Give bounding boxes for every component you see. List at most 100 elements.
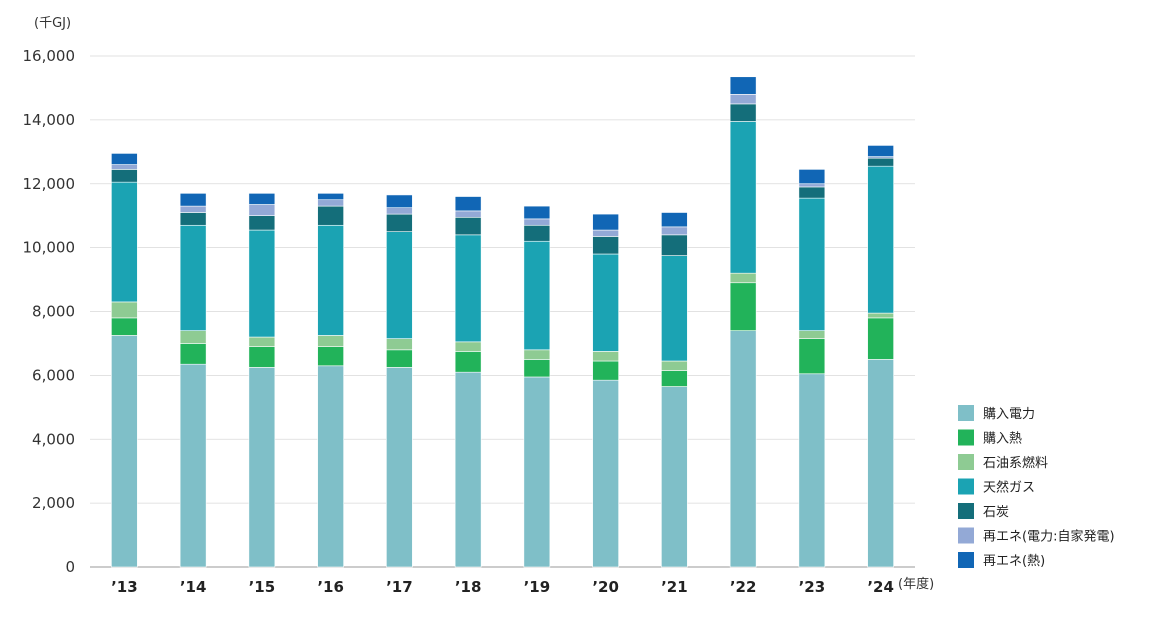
bar-segment: [179, 363, 207, 568]
y-axis-unit-label: (千GJ): [34, 16, 71, 31]
bar-segment: [523, 376, 551, 568]
y-tick-label: 12,000: [23, 175, 76, 193]
bar-segment: [798, 338, 826, 375]
bar-segment: [454, 210, 482, 218]
legend-label: 石油系燃料: [983, 455, 1048, 471]
bar-segment: [729, 76, 757, 95]
y-tick-label: 6,000: [32, 366, 75, 384]
x-tick-label: ’15: [249, 578, 276, 596]
bar-segment: [729, 330, 757, 568]
bar-segment: [317, 193, 344, 201]
legend-item: 再エネ(電力:自家発電): [958, 527, 1115, 545]
bar-segment: [179, 330, 207, 344]
bar-segment: [867, 317, 894, 360]
legend-item: 天然ガス: [958, 478, 1035, 496]
bar-segment: [111, 317, 138, 336]
bar-segment: [798, 197, 826, 331]
bar-stack: [798, 169, 826, 568]
bar-segment: [111, 169, 138, 183]
x-tick-label: ’13: [111, 578, 138, 596]
legend-swatch: [958, 454, 974, 470]
bar-stack: [523, 205, 551, 568]
bar-segment: [386, 213, 413, 232]
legend-swatch: [958, 405, 974, 421]
bar-segment: [454, 371, 482, 568]
bar-segment: [729, 272, 757, 284]
bar-segment: [248, 336, 276, 347]
bar-segment: [454, 196, 482, 212]
bar-segment: [386, 349, 413, 368]
bar-segment: [661, 226, 688, 236]
legend-swatch: [958, 527, 974, 544]
bar-segment: [454, 234, 482, 343]
bar-stack: [386, 194, 413, 568]
x-tick-label: ’22: [730, 578, 757, 596]
bar-stack: [592, 213, 619, 568]
x-axis-unit-label: (年度): [898, 576, 934, 592]
bar-segment: [179, 224, 207, 331]
bars: [111, 76, 894, 568]
x-tick-label: ’14: [180, 578, 207, 596]
bar-segment: [523, 349, 551, 360]
bar-segment: [454, 341, 482, 352]
bar-stack: [317, 193, 344, 568]
bar-segment: [111, 301, 138, 319]
x-tick-label: ’19: [524, 578, 551, 596]
x-tick-label: ’16: [317, 578, 344, 596]
bar-segment: [179, 205, 207, 213]
y-tick-label: 0: [65, 558, 75, 576]
bar-segment: [661, 234, 688, 256]
bar-stack: [111, 153, 138, 568]
bar-segment: [867, 165, 894, 314]
bar-segment: [798, 373, 826, 568]
bar-stack: [661, 212, 688, 568]
bar-segment: [523, 240, 551, 351]
bar-segment: [248, 193, 276, 205]
bar-stack: [179, 193, 207, 568]
legend-label: 天然ガス: [983, 480, 1035, 496]
bar-segment: [523, 205, 551, 220]
legend-item: 石炭: [958, 503, 1009, 520]
bar-segment: [317, 199, 344, 207]
bar-segment: [248, 204, 276, 216]
x-tick-label: ’21: [661, 578, 688, 596]
y-tick-label: 10,000: [23, 239, 76, 257]
bar-segment: [386, 194, 413, 209]
bar-segment: [661, 386, 688, 568]
y-tick-label: 8,000: [32, 303, 75, 321]
bar-segment: [729, 103, 757, 122]
x-axis-category-labels: ’13 ’14 ’15 ’16 ’17 ’18 ’19 ’20 ’21 ’22 ’23 ’24: [111, 578, 894, 596]
y-tick-label: 16,000: [23, 47, 76, 65]
bar-segment: [661, 212, 688, 228]
bar-segment: [248, 215, 276, 231]
legend-label: 石炭: [983, 505, 1009, 520]
bar-segment: [592, 360, 619, 381]
x-tick-label: ’18: [455, 578, 482, 596]
bar-segment: [729, 282, 757, 331]
legend-label: 再エネ(電力:自家発電): [983, 529, 1115, 545]
y-tick-label: 14,000: [23, 111, 76, 129]
bar-segment: [729, 121, 757, 274]
bar-segment: [111, 164, 138, 170]
bar-segment: [248, 346, 276, 368]
legend-item: 石油系燃料: [958, 454, 1048, 471]
bar-segment: [248, 367, 276, 568]
bar-segment: [111, 153, 138, 165]
bar-segment: [317, 335, 344, 347]
x-tick-label: ’20: [592, 578, 619, 596]
y-axis-tick-labels: 0 2,000 4,000 6,000 8,000 10,000 12,000 14,000 1…: [23, 47, 76, 576]
bar-segment: [592, 229, 619, 237]
bar-segment: [179, 343, 207, 365]
bar-segment: [317, 205, 344, 226]
legend-swatch: [958, 503, 974, 519]
y-tick-label: 4,000: [32, 430, 75, 448]
bar-segment: [798, 169, 826, 185]
bar-segment: [386, 338, 413, 351]
bar-stack: [867, 145, 894, 568]
legend-label: 購入電力: [983, 407, 1035, 422]
bar-segment: [523, 224, 551, 242]
legend-item: 購入電力: [958, 405, 1035, 422]
